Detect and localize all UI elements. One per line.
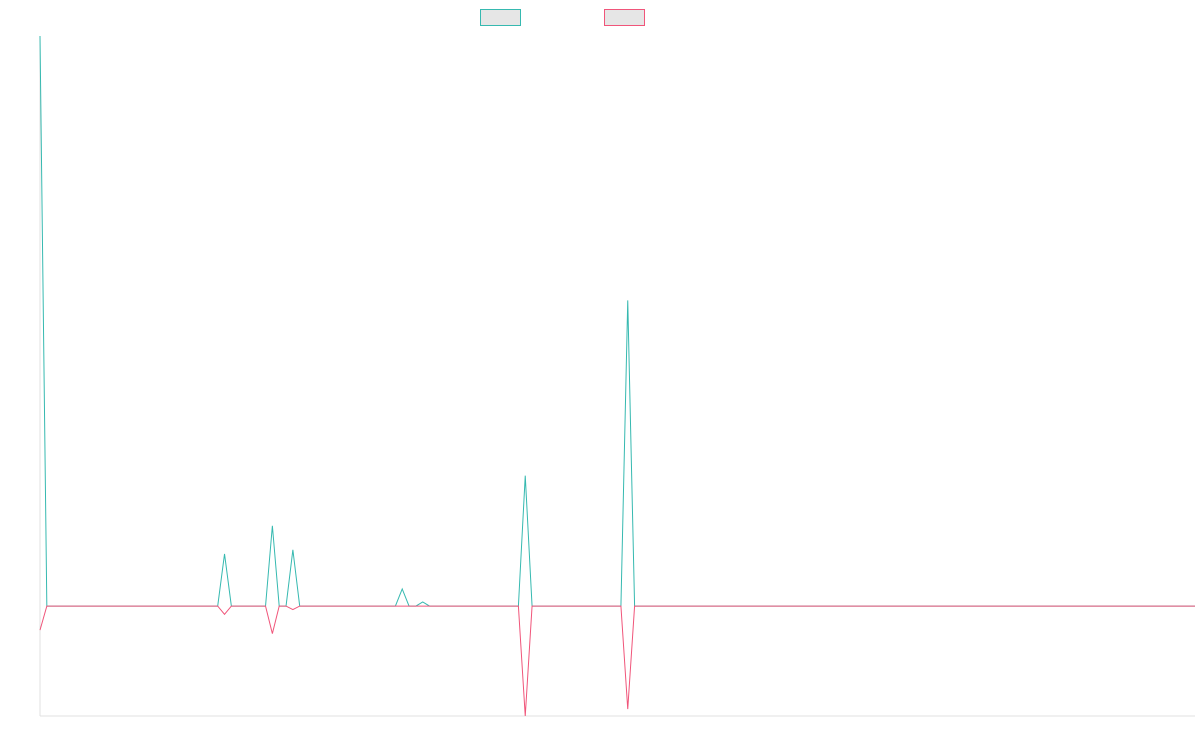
series-line-2 [39,605,1195,717]
legend-swatch-series-2[interactable] [604,9,645,26]
series-layer [39,35,1195,717]
series-line-1 [39,35,1195,607]
legend-swatch-series-1[interactable] [480,9,521,26]
legend [480,9,645,26]
axes [39,36,1195,717]
